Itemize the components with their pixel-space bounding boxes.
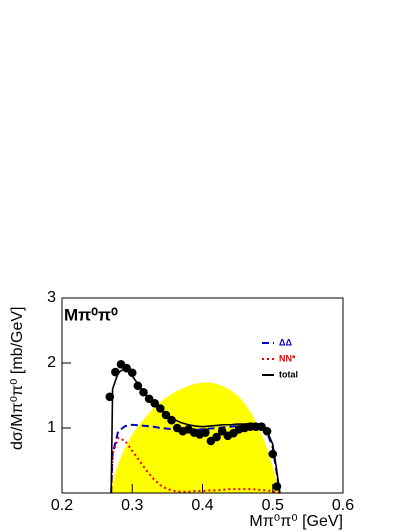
x-tick-label: 0.4 bbox=[191, 497, 213, 514]
x-tick-label: 0.3 bbox=[121, 497, 143, 514]
area bbox=[111, 382, 280, 493]
data-point bbox=[212, 432, 221, 442]
data-point bbox=[133, 381, 143, 391]
x-tick-label: 0.6 bbox=[332, 497, 354, 514]
x-tick-label: 0.2 bbox=[51, 497, 73, 514]
data-point bbox=[105, 392, 115, 402]
y-tick-label: 1 bbox=[47, 419, 56, 436]
data-point bbox=[150, 399, 160, 408]
data-point bbox=[161, 410, 171, 420]
data-point bbox=[272, 482, 282, 491]
x-axis-label: Mπ⁰π⁰ [GeV] bbox=[249, 513, 343, 530]
data-point bbox=[167, 415, 176, 425]
data-point bbox=[139, 387, 148, 397]
legend-label: total bbox=[279, 369, 298, 379]
data-point bbox=[111, 367, 120, 377]
panel-label: Mπ⁰π⁰ bbox=[64, 305, 118, 324]
y-tick-label: 3 bbox=[47, 289, 56, 306]
legend-label: NN* bbox=[279, 353, 296, 363]
data-point bbox=[156, 404, 165, 413]
legend-label: ΔΔ bbox=[279, 337, 292, 347]
plot-area: 0.2 0.3 0.4 0.5 0.6 1 2 3 ΔΔ NN* total bbox=[47, 289, 354, 514]
y-tick-label: 2 bbox=[47, 354, 56, 371]
data-point bbox=[262, 426, 272, 436]
data-point bbox=[201, 428, 210, 437]
data-point bbox=[127, 368, 137, 378]
x-tick-label: 0.5 bbox=[262, 497, 284, 514]
data-point bbox=[268, 449, 278, 459]
y-axis-label: dσ/Mπ⁰π⁰ [mb/GeV] bbox=[9, 307, 26, 450]
